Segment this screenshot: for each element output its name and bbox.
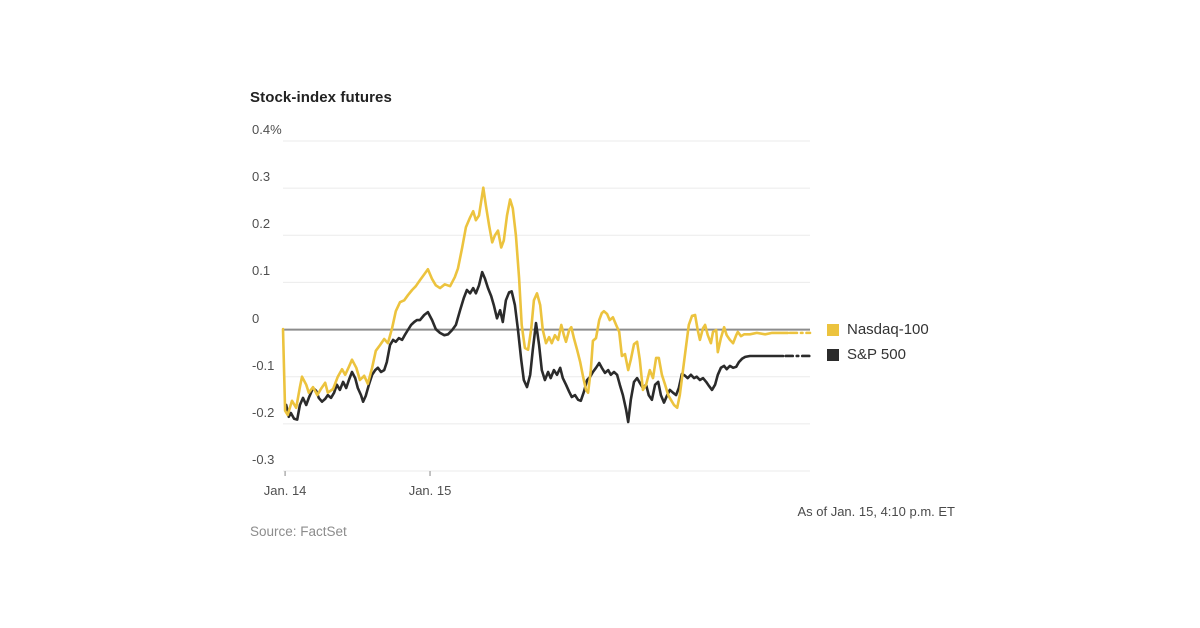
series-line-nasdaq-100	[281, 186, 790, 417]
y-tick-label: 0.1	[252, 263, 271, 279]
y-tick-label: 0	[252, 310, 260, 326]
y-tick-label: 0.3	[252, 169, 271, 185]
legend-label-nasdaq-100: Nasdaq-100	[847, 321, 929, 338]
series-line-s-p-500	[284, 270, 785, 424]
legend-item-nasdaq-100: Nasdaq-100	[827, 322, 929, 338]
asof-note: As of Jan. 15, 4:10 p.m. ET	[797, 504, 955, 519]
x-tick-label: Jan. 14	[263, 483, 307, 498]
x-tick-label: Jan. 15	[408, 483, 452, 498]
y-tick-label: -0.3	[252, 452, 275, 467]
y-tick-label: -0.2	[252, 404, 275, 420]
legend-item-sp-500: S&P 500	[827, 347, 929, 363]
sp-500-swatch-icon	[827, 349, 839, 361]
nasdaq-100-swatch-icon	[827, 324, 839, 336]
source-note: Source: FactSet	[250, 524, 347, 539]
chart-title: Stock-index futures	[250, 89, 392, 106]
y-tick-label: 0.2	[252, 216, 271, 232]
legend-label-sp-500: S&P 500	[847, 346, 906, 363]
y-tick-label: 0.4%	[252, 122, 282, 137]
legend: Nasdaq-100 S&P 500	[827, 322, 929, 363]
y-tick-label: -0.1	[252, 357, 275, 373]
